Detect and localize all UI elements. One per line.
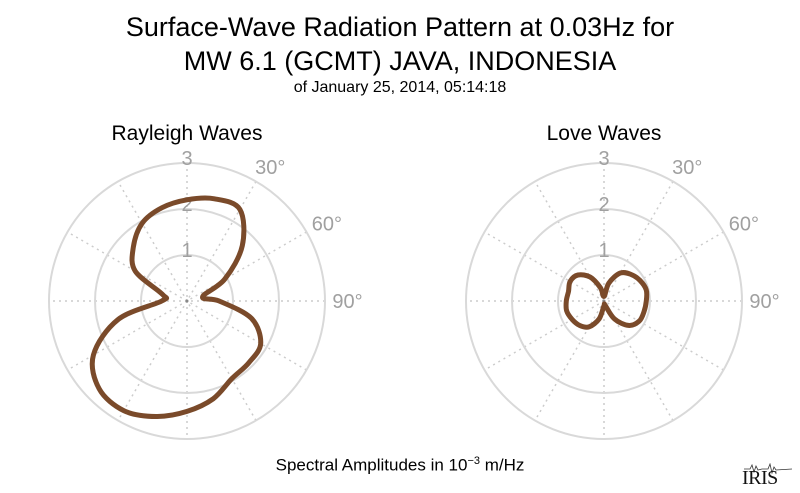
- chart-title-line-2: MW 6.1 (GCMT) JAVA, INDONESIA: [183, 46, 617, 76]
- love-angle-tick-30: 30°: [672, 157, 702, 179]
- rayleigh-panel-title: Rayleigh Waves: [112, 122, 263, 145]
- rayleigh-radial-tick-1: 1: [181, 240, 192, 262]
- love-ring-3: [465, 162, 743, 440]
- rayleigh-angle-tick-60: 60°: [312, 214, 342, 236]
- amplitude-units-label: Spectral Amplitudes in 10−3 m/Hz: [0, 455, 800, 476]
- rayleigh-radiation-curve: [89, 195, 264, 420]
- love-ring-1: [557, 254, 651, 348]
- love-radial-tick-2: 2: [598, 194, 609, 216]
- rayleigh-ring-2: [94, 208, 280, 394]
- seismogram-icon: [744, 463, 793, 475]
- rayleigh-radial-tick-3: 3: [181, 148, 192, 170]
- chart-title-line-1: Surface-Wave Radiation Pattern at 0.03Hz…: [125, 12, 675, 42]
- rayleigh-angle-tick-30: 30°: [255, 157, 285, 179]
- rayleigh-ring-3: [48, 162, 326, 440]
- footer-exponent: −3: [467, 455, 480, 467]
- footer-suffix: m/Hz: [480, 455, 525, 475]
- rayleigh-center-dot: [185, 299, 189, 303]
- rayleigh-ring-1: [140, 254, 234, 348]
- love-radiation-curve: [563, 269, 650, 330]
- rayleigh-radial-tick-2: 2: [181, 194, 192, 216]
- love-panel-title: Love Waves: [547, 122, 662, 145]
- love-radial-tick-3: 3: [598, 148, 609, 170]
- love-angle-tick-60: 60°: [729, 214, 759, 236]
- love-angle-tick-90: 90°: [749, 291, 779, 313]
- iris-logo-text: IRIS: [742, 467, 778, 489]
- footer-prefix: Spectral Amplitudes in 10: [275, 455, 468, 475]
- love-radial-tick-1: 1: [598, 240, 609, 262]
- chart-subtitle: of January 25, 2014, 05:14:18: [293, 79, 507, 96]
- love-ring-2: [511, 208, 697, 394]
- rayleigh-angle-tick-90: 90°: [332, 291, 362, 313]
- iris-logo: IRIS: [742, 463, 794, 489]
